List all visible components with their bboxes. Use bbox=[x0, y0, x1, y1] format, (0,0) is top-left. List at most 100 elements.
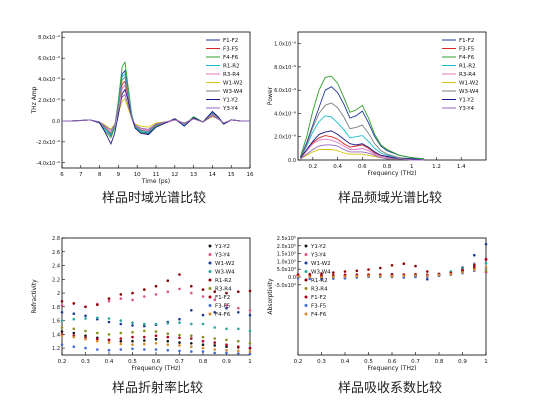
legend-label: F1-F2 bbox=[459, 38, 474, 44]
x-tick-label: 0.3 bbox=[81, 359, 90, 365]
y-tick-label: 2.0x10⁵ bbox=[277, 244, 296, 250]
data-point bbox=[131, 347, 134, 351]
legend-label: Y1-Y2 bbox=[310, 244, 326, 250]
legend-label: Y3-Y4 bbox=[310, 253, 327, 259]
data-point bbox=[213, 344, 216, 347]
y-tick-label: 6.0x10⁻⁶ bbox=[38, 56, 60, 62]
data-point bbox=[201, 335, 205, 339]
y-tick-label: 2.0x10⁻⁹ bbox=[274, 135, 296, 141]
series-W3-W4 bbox=[62, 76, 250, 135]
x-axis-label: Frequency (THz) bbox=[132, 365, 181, 372]
y-tick-label: 2 bbox=[57, 291, 60, 297]
data-point bbox=[402, 274, 406, 278]
data-point bbox=[178, 273, 181, 276]
data-point bbox=[225, 304, 228, 307]
series-W3-W4 bbox=[300, 102, 425, 161]
y-tick-label: -5.0x10⁴ bbox=[275, 283, 296, 289]
data-point bbox=[213, 290, 216, 294]
data-point bbox=[143, 329, 146, 333]
data-point bbox=[107, 317, 111, 320]
data-point bbox=[473, 268, 476, 272]
legend-label: F1-F2 bbox=[311, 295, 326, 301]
legend-label: W1-W2 bbox=[459, 81, 479, 87]
y-tick-label: 2.8 bbox=[52, 236, 60, 242]
data-point bbox=[343, 275, 347, 278]
data-point bbox=[248, 346, 252, 350]
y-tick-label: 1.5x10⁵ bbox=[277, 252, 296, 258]
series-F1-F2 bbox=[60, 333, 252, 350]
data-point bbox=[390, 264, 394, 267]
x-tick-label: 15 bbox=[228, 172, 235, 178]
data-point bbox=[332, 275, 335, 279]
legend-label: Y3-Y4 bbox=[222, 106, 239, 112]
y-tick-label: 2.5x10⁵ bbox=[277, 236, 296, 242]
series-line bbox=[300, 138, 425, 161]
series-F4-F6 bbox=[60, 334, 252, 353]
data-point bbox=[367, 268, 370, 271]
y-tick-label: 0.0 bbox=[288, 158, 296, 164]
series-line bbox=[62, 76, 250, 135]
y-tick-label: 4.0x10⁻⁶ bbox=[38, 77, 60, 83]
data-point bbox=[107, 341, 111, 344]
data-point bbox=[131, 343, 134, 347]
x-tick-label: 8 bbox=[98, 172, 102, 178]
data-point bbox=[308, 277, 312, 281]
data-point bbox=[72, 317, 76, 321]
data-point bbox=[190, 345, 193, 349]
data-point bbox=[84, 334, 87, 338]
data-point bbox=[119, 331, 123, 335]
data-point bbox=[119, 348, 123, 351]
data-point bbox=[320, 278, 323, 281]
y-tick-label: -4.0x10⁻⁶ bbox=[36, 161, 60, 167]
series-Y1-Y2 bbox=[300, 130, 425, 161]
legend-label: Y1-Y2 bbox=[222, 98, 238, 104]
legend-swatch bbox=[304, 244, 308, 248]
y-tick-label: 1.2 bbox=[52, 346, 60, 352]
series-line bbox=[300, 144, 425, 161]
legend-swatch bbox=[304, 253, 308, 256]
data-point bbox=[201, 346, 205, 350]
data-point bbox=[107, 297, 111, 300]
data-point bbox=[119, 337, 123, 340]
data-point bbox=[248, 313, 252, 317]
series-F4-F6 bbox=[62, 61, 250, 139]
data-point bbox=[84, 305, 87, 309]
data-point bbox=[166, 332, 170, 336]
caption-frequency-domain: 样品频域光谱比较 bbox=[338, 191, 443, 206]
series-line bbox=[62, 61, 250, 139]
data-point bbox=[131, 339, 134, 343]
y-tick-label: -2.0x10⁻⁶ bbox=[36, 140, 60, 146]
series-R3-R4 bbox=[300, 138, 425, 161]
legend-label: W1-W2 bbox=[215, 261, 235, 267]
data-point bbox=[332, 271, 335, 274]
data-point bbox=[143, 342, 146, 346]
y-axis-label: Refractivity bbox=[31, 279, 38, 314]
data-point bbox=[484, 261, 488, 265]
series-R3-R4 bbox=[60, 326, 252, 345]
legend: Y1-Y2 Y3-Y4 W1-W2 W3-W4 R1-R2 R3-R4 F1-F2 F3-F5… bbox=[304, 244, 331, 318]
x-tick-label: 7 bbox=[79, 172, 83, 178]
x-tick-label: 6 bbox=[60, 172, 64, 178]
x-tick-label: 1 bbox=[248, 359, 252, 365]
legend-label: R1-R2 bbox=[215, 278, 232, 284]
data-point bbox=[84, 346, 87, 350]
x-tick-label: 0.4 bbox=[333, 164, 342, 170]
legend-label: F4-F6 bbox=[223, 55, 239, 61]
caption-absorption: 样品吸收系数比较 bbox=[338, 381, 443, 396]
data-point bbox=[166, 343, 170, 347]
data-point bbox=[213, 311, 216, 314]
data-point bbox=[107, 338, 111, 342]
legend: Y1-Y2 Y3-Y4 W1-W2 W3-W4 R1-R2 R3-R4 F1-F2 F3-F5… bbox=[208, 244, 235, 318]
chart-3: 0.2 0.3 0.4 0.5 0.6 0.7 0.8 0.9 1 1.2 1.4 1.6 1.8 2 2.… bbox=[31, 236, 252, 372]
data-point bbox=[414, 274, 417, 277]
series-line bbox=[300, 86, 425, 160]
y-tick-label: 1.0x10⁵ bbox=[277, 259, 296, 265]
data-point bbox=[201, 295, 205, 298]
data-point bbox=[484, 258, 488, 262]
data-point bbox=[178, 321, 181, 325]
data-point bbox=[190, 342, 193, 345]
data-point bbox=[178, 333, 181, 337]
data-point bbox=[96, 316, 99, 320]
data-point bbox=[390, 274, 394, 278]
data-point bbox=[449, 272, 453, 276]
